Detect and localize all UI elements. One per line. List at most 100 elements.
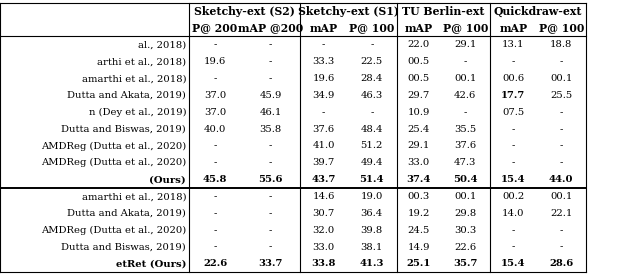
Text: -: - [559, 226, 563, 235]
Text: 33.0: 33.0 [312, 243, 335, 252]
Text: -: - [269, 57, 273, 66]
Text: 14.6: 14.6 [312, 192, 335, 201]
Text: -: - [511, 243, 515, 252]
Text: mAP: mAP [499, 23, 527, 34]
Text: 44.0: 44.0 [549, 175, 573, 184]
Text: -: - [511, 226, 515, 235]
Text: -: - [511, 158, 515, 167]
Text: -: - [511, 142, 515, 150]
Text: 29.8: 29.8 [454, 209, 476, 218]
Text: -: - [213, 142, 217, 150]
Text: 30.7: 30.7 [312, 209, 335, 218]
Text: 24.5: 24.5 [408, 226, 429, 235]
Text: -: - [559, 243, 563, 252]
Text: amarthi et al., 2018): amarthi et al., 2018) [82, 192, 186, 201]
Text: Dutta and Biswas, 2019): Dutta and Biswas, 2019) [61, 243, 186, 252]
Text: 39.8: 39.8 [361, 226, 383, 235]
Text: -: - [269, 142, 273, 150]
Text: 37.6: 37.6 [312, 125, 335, 134]
Text: -: - [213, 226, 217, 235]
Text: 00.1: 00.1 [550, 192, 572, 201]
Text: -: - [269, 209, 273, 218]
Text: 00.1: 00.1 [454, 192, 476, 201]
Text: al., 2018): al., 2018) [138, 40, 186, 49]
Text: 37.0: 37.0 [204, 108, 226, 117]
Text: 25.1: 25.1 [406, 259, 431, 269]
Text: 37.0: 37.0 [204, 91, 226, 100]
Text: 41.0: 41.0 [312, 142, 335, 150]
Text: 29.7: 29.7 [408, 91, 429, 100]
Text: 00.6: 00.6 [502, 74, 524, 83]
Text: 19.6: 19.6 [312, 74, 335, 83]
Text: Quickdraw-ext: Quickdraw-ext [494, 6, 582, 17]
Text: -: - [269, 74, 273, 83]
Text: 48.4: 48.4 [360, 125, 383, 134]
Text: P@ 100: P@ 100 [349, 23, 394, 34]
Text: 33.3: 33.3 [312, 57, 335, 66]
Text: Dutta and Akata, 2019): Dutta and Akata, 2019) [67, 209, 186, 218]
Text: 33.0: 33.0 [408, 158, 429, 167]
Text: 35.7: 35.7 [453, 259, 477, 269]
Text: -: - [559, 108, 563, 117]
Text: 50.4: 50.4 [453, 175, 477, 184]
Text: mAP: mAP [404, 23, 433, 34]
Text: 00.1: 00.1 [454, 74, 476, 83]
Text: P@ 100: P@ 100 [539, 23, 584, 34]
Text: 19.2: 19.2 [408, 209, 429, 218]
Text: Dutta and Biswas, 2019): Dutta and Biswas, 2019) [61, 125, 186, 134]
Text: -: - [370, 108, 374, 117]
Text: 46.3: 46.3 [361, 91, 383, 100]
Text: -: - [213, 209, 217, 218]
Text: amarthi et al., 2018): amarthi et al., 2018) [82, 74, 186, 83]
Text: 35.5: 35.5 [454, 125, 476, 134]
Text: 42.6: 42.6 [454, 91, 476, 100]
Text: 22.6: 22.6 [203, 259, 227, 269]
Text: 22.6: 22.6 [454, 243, 476, 252]
Text: 43.7: 43.7 [311, 175, 336, 184]
Text: 51.4: 51.4 [360, 175, 384, 184]
Text: etRet (Ours): etRet (Ours) [116, 259, 186, 269]
Text: 00.5: 00.5 [408, 57, 429, 66]
Text: -: - [511, 125, 515, 134]
Text: 07.5: 07.5 [502, 108, 524, 117]
Text: -: - [269, 158, 273, 167]
Text: -: - [269, 243, 273, 252]
Text: -: - [559, 57, 563, 66]
Text: 36.4: 36.4 [361, 209, 383, 218]
Text: -: - [511, 57, 515, 66]
Text: 45.8: 45.8 [203, 175, 227, 184]
Text: 00.2: 00.2 [502, 192, 524, 201]
Text: 37.4: 37.4 [406, 175, 431, 184]
Text: 37.6: 37.6 [454, 142, 476, 150]
Text: 29.1: 29.1 [454, 40, 476, 49]
Text: 00.3: 00.3 [408, 192, 429, 201]
Text: (Ours): (Ours) [150, 175, 186, 184]
Text: 35.8: 35.8 [260, 125, 282, 134]
Text: 19.0: 19.0 [361, 192, 383, 201]
Text: 29.1: 29.1 [408, 142, 429, 150]
Text: -: - [213, 40, 217, 49]
Text: AMDReg (Dutta et al., 2020): AMDReg (Dutta et al., 2020) [41, 158, 186, 167]
Text: 28.4: 28.4 [361, 74, 383, 83]
Text: 41.3: 41.3 [360, 259, 384, 269]
Text: -: - [322, 40, 325, 49]
Text: mAP @200: mAP @200 [238, 23, 303, 34]
Text: -: - [213, 74, 217, 83]
Text: 45.9: 45.9 [260, 91, 282, 100]
Text: P@ 200: P@ 200 [193, 23, 237, 34]
Text: -: - [463, 108, 467, 117]
Text: 46.1: 46.1 [260, 108, 282, 117]
Text: Sketchy-ext (S2): Sketchy-ext (S2) [194, 6, 295, 17]
Text: TU Berlin-ext: TU Berlin-ext [403, 6, 484, 17]
Text: 25.4: 25.4 [408, 125, 429, 134]
Text: n (Dey et al., 2019): n (Dey et al., 2019) [88, 108, 186, 117]
Text: 14.0: 14.0 [502, 209, 525, 218]
Text: 38.1: 38.1 [361, 243, 383, 252]
Text: -: - [559, 158, 563, 167]
Text: AMDReg (Dutta et al., 2020): AMDReg (Dutta et al., 2020) [41, 142, 186, 151]
Text: 32.0: 32.0 [312, 226, 335, 235]
Text: 39.7: 39.7 [312, 158, 335, 167]
Text: 34.9: 34.9 [312, 91, 335, 100]
Text: -: - [213, 158, 217, 167]
Text: -: - [213, 243, 217, 252]
